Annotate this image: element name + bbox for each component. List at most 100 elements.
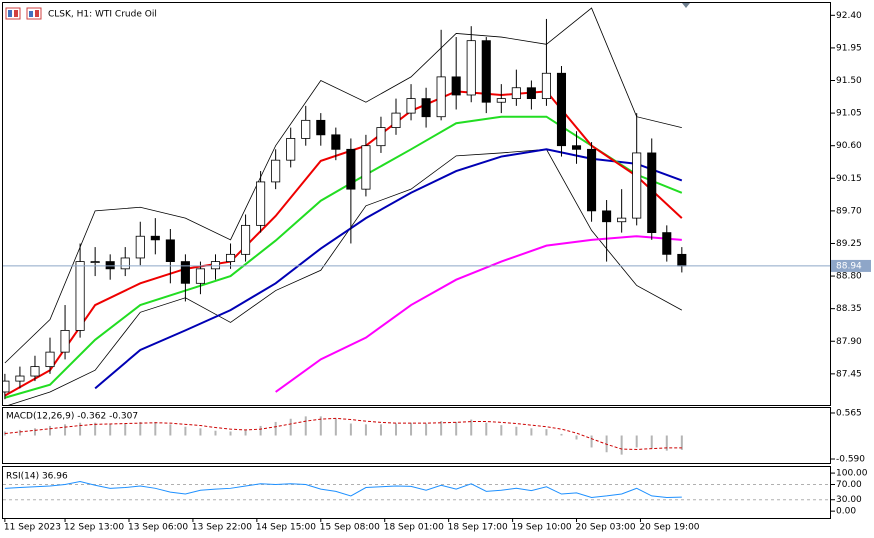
x-tick-label: 18 Sep 01:00 xyxy=(384,523,444,533)
x-tick-label: 12 Sep 13:00 xyxy=(64,523,124,533)
candle-body xyxy=(180,261,190,284)
candle-body xyxy=(632,152,642,219)
macd-bar xyxy=(410,422,413,436)
macd-bar xyxy=(545,429,548,436)
icon xyxy=(14,10,18,17)
overlay-line xyxy=(8,148,683,405)
y-tick-label: 88.35 xyxy=(836,304,862,314)
macd-bar xyxy=(485,422,488,436)
candle-body xyxy=(481,40,491,103)
y-tick-label: 0.565 xyxy=(836,408,862,418)
macd-bar xyxy=(620,435,623,455)
candle-body xyxy=(45,351,55,368)
y-tick-label: 88.80 xyxy=(836,272,862,282)
x-tick-label: 20 Sep 03:00 xyxy=(576,523,636,533)
overlay-line xyxy=(4,115,683,399)
macd-bar xyxy=(139,421,142,436)
candle-body xyxy=(165,239,175,262)
macd-bar xyxy=(425,423,428,436)
candle-body xyxy=(466,40,476,96)
y-tick-label: 87.45 xyxy=(836,369,862,379)
x-tick-label: 18 Sep 17:00 xyxy=(448,523,508,533)
candle-body xyxy=(436,76,446,118)
rsi-title: RSI(14) 36.96 xyxy=(6,472,68,482)
rsi-line xyxy=(4,480,682,498)
candle-body xyxy=(135,235,145,259)
macd-bar xyxy=(379,424,382,436)
candle-body xyxy=(331,134,341,150)
candle-body xyxy=(75,261,85,331)
candle-body xyxy=(556,72,567,147)
candle-body xyxy=(30,366,40,377)
overlay-line xyxy=(94,148,683,390)
macd-bar xyxy=(33,428,36,436)
chart-title: CLSK, H1: WTI Crude Oil xyxy=(48,10,157,20)
x-tick-label: 13 Sep 22:00 xyxy=(192,523,252,533)
last-price-label: 88.94 xyxy=(836,261,862,271)
candle-body xyxy=(195,268,205,284)
y-tick-label: 0.00 xyxy=(836,507,856,517)
x-tick-label: 20 Sep 19:00 xyxy=(639,523,699,533)
y-tick-label: 92.40 xyxy=(836,11,862,21)
x-tick-label: 13 Sep 06:00 xyxy=(128,523,188,533)
macd-bar xyxy=(169,424,172,436)
macd-bar xyxy=(334,418,337,436)
macd-bar xyxy=(395,423,398,436)
macd-bar xyxy=(229,431,232,436)
candle-body xyxy=(150,235,160,241)
y-tick-label: 89.25 xyxy=(836,239,862,249)
icon xyxy=(26,7,42,20)
macd-bar xyxy=(364,424,367,436)
macd-bar xyxy=(440,421,443,436)
candle-body xyxy=(210,261,221,270)
y-tick-label: 91.95 xyxy=(836,43,862,53)
macd-bar xyxy=(470,419,473,436)
y-tick-label: 90.15 xyxy=(836,174,862,184)
macd-bar xyxy=(635,435,638,448)
icons xyxy=(5,7,42,20)
macd-bar xyxy=(64,424,67,436)
macd-bar xyxy=(560,433,563,436)
macd-bar xyxy=(650,435,653,449)
candle-body xyxy=(406,98,416,114)
macd-bar xyxy=(575,435,578,440)
macd-bar xyxy=(590,435,593,448)
y-tick-label: 30.00 xyxy=(836,495,862,505)
candle-body xyxy=(526,87,536,100)
y-tick-label: 91.50 xyxy=(836,76,862,86)
candle-body xyxy=(376,127,386,147)
y-tick-label: 91.05 xyxy=(836,109,862,119)
macd-bar xyxy=(500,425,503,436)
macd-bar xyxy=(154,421,157,436)
macd-bar xyxy=(244,429,247,436)
macd-bar xyxy=(214,430,217,436)
main-frame xyxy=(2,2,831,406)
candle-body xyxy=(617,217,627,223)
macd-bar xyxy=(530,428,533,436)
x-tick-label: 14 Sep 15:00 xyxy=(256,523,316,533)
candle-body xyxy=(256,181,266,226)
candle-body xyxy=(571,145,582,150)
candle-body xyxy=(421,98,431,118)
icon xyxy=(29,11,33,17)
y-tick-label: 70.00 xyxy=(836,480,862,490)
candle-body xyxy=(541,72,551,100)
candle-body xyxy=(105,261,115,270)
macd-bar xyxy=(199,428,202,436)
macd-bar xyxy=(259,425,262,436)
candle-body xyxy=(15,375,25,382)
candle-body xyxy=(511,87,521,100)
macd-bar xyxy=(680,435,683,450)
candle-body xyxy=(225,253,236,262)
candle-body xyxy=(60,329,70,353)
y-tick-label: 87.90 xyxy=(836,337,862,347)
macd-bar xyxy=(665,435,668,451)
macd-bar xyxy=(49,425,52,436)
macd-bar xyxy=(455,421,458,436)
candle-body xyxy=(451,76,461,96)
shift-marker xyxy=(682,3,690,8)
y-tick-label: 89.70 xyxy=(836,206,862,216)
macd-frame xyxy=(2,407,831,464)
y-tick-label: 100.00 xyxy=(836,469,868,479)
candle-body xyxy=(361,145,371,190)
